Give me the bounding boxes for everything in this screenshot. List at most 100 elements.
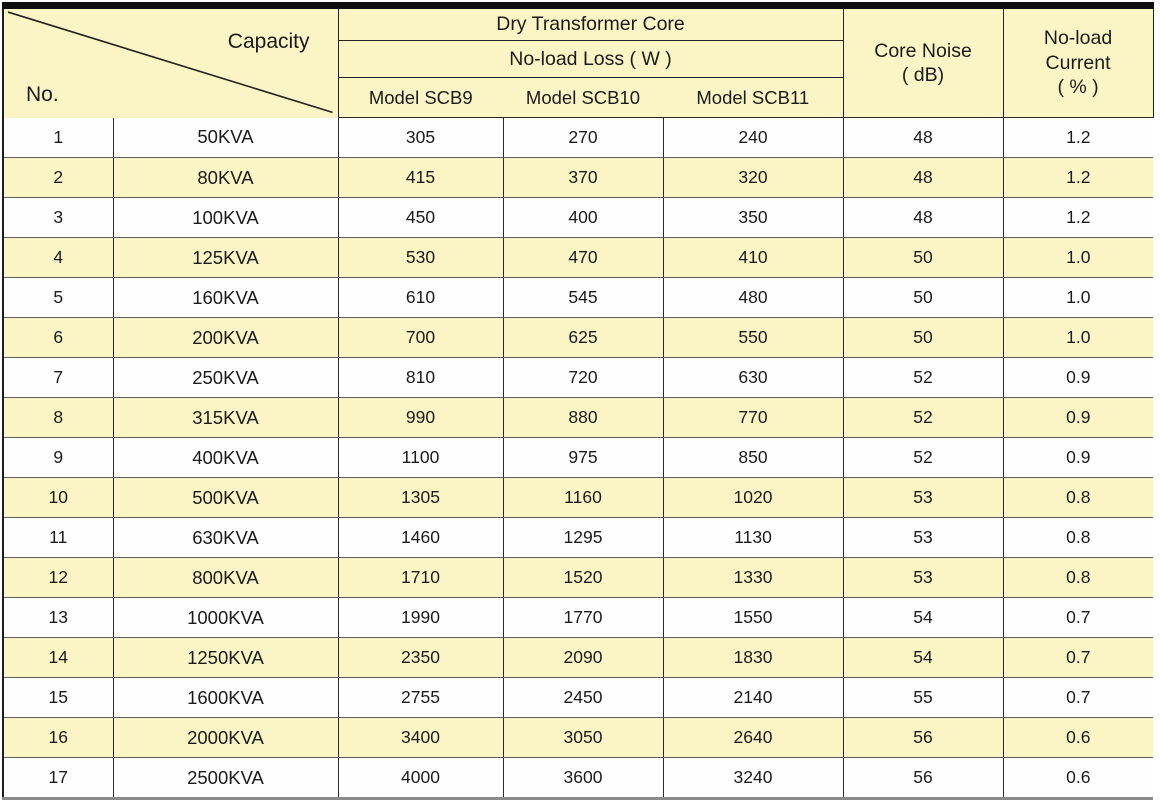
cell-scb11: 480 [663,277,844,318]
cell-scb11: 1130 [663,517,844,558]
cell-scb9: 4000 [338,757,504,799]
cell-capacity: 100KVA [113,197,339,238]
table-row: 1 50KVA 305 270 240 48 1.2 [3,117,1154,158]
cell-capacity: 125KVA [113,237,339,278]
cell-capacity: 2000KVA [113,717,339,758]
cell-capacity: 500KVA [113,477,339,518]
cell-scb10: 625 [503,317,664,358]
cell-noise: 53 [843,557,1004,598]
cell-capacity: 250KVA [113,357,339,398]
cell-scb10: 720 [503,357,664,398]
cell-capacity: 200KVA [113,317,339,358]
cell-scb11: 850 [663,437,844,478]
cell-noise: 56 [843,717,1004,758]
cell-current: 1.0 [1003,317,1154,358]
table-row: 12 800KVA 1710 1520 1330 53 0.8 [3,557,1154,598]
cell-scb9: 810 [338,357,504,398]
cell-current: 0.8 [1003,557,1154,598]
cell-scb11: 1020 [663,477,844,518]
table-row: 2 80KVA 415 370 320 48 1.2 [3,157,1154,198]
cell-scb9: 2755 [338,677,504,718]
cell-capacity: 160KVA [113,277,339,318]
cell-capacity: 1250KVA [113,637,339,678]
table-row: 15 1600KVA 2755 2450 2140 55 0.7 [3,677,1154,718]
cell-no: 14 [3,637,114,678]
table-row: 13 1000KVA 1990 1770 1550 54 0.7 [3,597,1154,638]
cell-noise: 50 [843,277,1004,318]
cell-scb11: 550 [663,317,844,358]
cell-scb10: 1295 [503,517,664,558]
cell-scb10: 370 [503,157,664,198]
cell-capacity: 2500KVA [113,757,339,799]
cell-no: 9 [3,437,114,478]
cell-noise: 50 [843,317,1004,358]
dry-transformer-core-header: Dry Transformer Core [338,5,844,41]
cell-scb10: 3600 [503,757,664,799]
cell-scb9: 1305 [338,477,504,518]
cell-scb11: 320 [663,157,844,198]
model-scb10-header: Model SCB10 [503,77,663,118]
cell-current: 1.0 [1003,277,1154,318]
cell-no: 13 [3,597,114,638]
cell-current: 0.7 [1003,677,1154,718]
cell-noise: 48 [843,157,1004,198]
model-scb11-header: Model SCB11 [663,77,844,118]
cell-scb11: 3240 [663,757,844,799]
cell-noise: 52 [843,397,1004,438]
cell-current: 0.9 [1003,397,1154,438]
cell-current: 1.2 [1003,117,1154,158]
table-row: 14 1250KVA 2350 2090 1830 54 0.7 [3,637,1154,678]
cell-scb9: 1460 [338,517,504,558]
cell-scb10: 545 [503,277,664,318]
cell-no: 11 [3,517,114,558]
table-row: 8 315KVA 990 880 770 52 0.9 [3,397,1154,438]
model-scb9-header: Model SCB9 [338,77,503,118]
cell-current: 0.9 [1003,357,1154,398]
cell-capacity: 1600KVA [113,677,339,718]
table-row: 11 630KVA 1460 1295 1130 53 0.8 [3,517,1154,558]
cell-scb9: 1710 [338,557,504,598]
cell-no: 7 [3,357,114,398]
cell-scb9: 530 [338,237,504,278]
cell-no: 8 [3,397,114,438]
cell-capacity: 1000KVA [113,597,339,638]
cell-no: 5 [3,277,114,318]
cell-capacity: 50KVA [113,117,339,158]
cell-current: 1.2 [1003,157,1154,198]
table-row: 4 125KVA 530 470 410 50 1.0 [3,237,1154,278]
cell-current: 0.6 [1003,757,1154,799]
cell-current: 0.7 [1003,637,1154,678]
cell-no: 4 [3,237,114,278]
cell-scb10: 1770 [503,597,664,638]
cell-scb9: 2350 [338,637,504,678]
cell-scb10: 1520 [503,557,664,598]
no-load-current-header: No-load Current ( % ) [1002,5,1154,118]
cell-scb9: 990 [338,397,504,438]
cell-scb11: 350 [663,197,844,238]
table-row: 3 100KVA 450 400 350 48 1.2 [3,197,1154,238]
cell-scb11: 1550 [663,597,844,638]
corner-header-cell: Capacity No. [3,5,339,118]
cell-no: 16 [3,717,114,758]
cell-current: 0.7 [1003,597,1154,638]
cell-noise: 55 [843,677,1004,718]
table-row: 17 2500KVA 4000 3600 3240 56 0.6 [3,757,1154,799]
cell-scb10: 3050 [503,717,664,758]
cell-scb10: 880 [503,397,664,438]
cell-scb10: 2450 [503,677,664,718]
cell-no: 12 [3,557,114,598]
cell-noise: 53 [843,477,1004,518]
cell-current: 1.0 [1003,237,1154,278]
table-header: Capacity No. Dry Transformer Core Core N… [3,5,1154,118]
cell-current: 1.2 [1003,197,1154,238]
cell-no: 17 [3,757,114,799]
cell-no: 6 [3,317,114,358]
cell-scb9: 3400 [338,717,504,758]
cell-no: 3 [3,197,114,238]
cell-noise: 50 [843,237,1004,278]
cell-scb9: 700 [338,317,504,358]
cell-scb11: 1330 [663,557,844,598]
no-column-label: No. [26,83,59,107]
